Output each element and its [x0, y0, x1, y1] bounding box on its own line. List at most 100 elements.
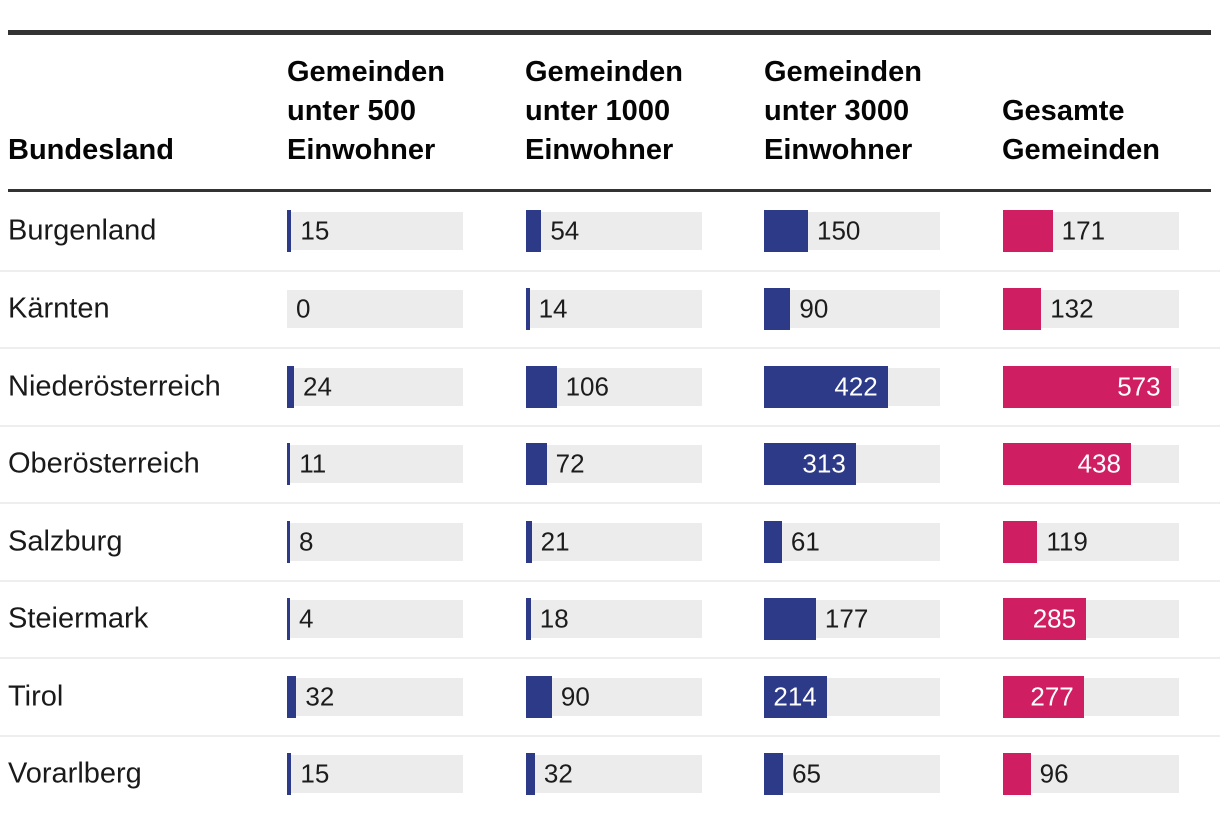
bar-cell: 150 — [764, 209, 940, 252]
bar-cell: 32 — [287, 675, 463, 718]
value-label: 14 — [538, 293, 568, 324]
table-body: Burgenland 15 54 150 171 Kärnten 0 14 90 132 Niede… — [0, 192, 1220, 812]
bar-cell: 285 — [1002, 598, 1179, 641]
value-label: 132 — [1050, 293, 1094, 324]
value-bar — [525, 288, 530, 331]
value-label: 24 — [303, 371, 332, 402]
value-bar — [287, 598, 290, 641]
bar-cell: 15 — [287, 209, 463, 252]
value-bar — [525, 365, 557, 408]
value-label: 171 — [1061, 215, 1106, 246]
bar-cell: 14 — [525, 288, 702, 331]
value-label: 15 — [300, 215, 330, 246]
column-header-unter-1000: Gemeinden unter 1000 Einwohner — [525, 56, 683, 166]
value-label: 106 — [565, 371, 609, 402]
top-rule — [8, 30, 1211, 35]
value-label: 0 — [296, 293, 311, 324]
value-label: 11 — [299, 448, 327, 479]
bundesland-label: Vorarlberg — [8, 757, 142, 790]
value-label: 150 — [817, 215, 861, 246]
table-row: Niederösterreich 24 106 422 573 — [0, 347, 1220, 425]
column-header-gesamt: Gesamte Gemeinden — [1002, 95, 1160, 166]
bar-cell: 313 — [764, 443, 940, 486]
value-bar — [764, 753, 784, 796]
column-header-unter-3000: Gemeinden unter 3000 Einwohner — [764, 56, 922, 166]
value-label: 90 — [560, 681, 590, 712]
value-bar — [287, 365, 295, 408]
bar-cell: 177 — [764, 598, 940, 641]
value-bar — [525, 675, 552, 718]
table-row: Steiermark 4 18 177 285 — [0, 579, 1220, 658]
bar-cell: 119 — [1002, 520, 1179, 563]
value-label: 32 — [543, 758, 573, 789]
value-label: 15 — [300, 758, 330, 789]
bar-cell: 90 — [764, 288, 940, 331]
value-label: 65 — [792, 758, 821, 789]
bar-cell: 32 — [525, 753, 702, 796]
bar-cell: 0 — [287, 290, 463, 329]
value-label: 72 — [555, 448, 585, 479]
value-label: 96 — [1039, 758, 1069, 789]
bar-cell: 54 — [525, 209, 702, 252]
value-label: 177 — [824, 603, 869, 634]
value-bar — [764, 520, 782, 563]
value-bar — [1002, 209, 1053, 252]
value-label: 438 — [1077, 448, 1121, 479]
column-header-unter-500: Gemeinden unter 500 Einwohner — [287, 56, 445, 166]
bar-cell: 96 — [1002, 753, 1179, 796]
value-bar — [1002, 288, 1042, 331]
value-bar — [287, 753, 292, 796]
value-bar — [525, 753, 535, 796]
bar-cell: 24 — [287, 365, 463, 408]
bar-cell: 171 — [1002, 209, 1179, 252]
bar-cell: 214 — [764, 675, 940, 718]
bundesland-label: Steiermark — [8, 602, 149, 635]
value-label: 61 — [790, 526, 820, 557]
value-bar: 438 — [1002, 443, 1131, 486]
value-bar — [287, 675, 297, 718]
value-bar: 277 — [1002, 675, 1084, 718]
value-bar — [525, 520, 532, 563]
bar-cell: 61 — [764, 520, 940, 563]
value-bar — [764, 209, 808, 252]
value-bar: 285 — [1002, 598, 1087, 641]
bar-cell: 90 — [525, 675, 702, 718]
value-bar — [764, 288, 791, 331]
table-row: Tirol 32 90 214 277 — [0, 657, 1220, 735]
value-bar — [1002, 753, 1031, 796]
value-label: 21 — [540, 526, 570, 557]
table-row: Vorarlberg 15 32 65 96 — [0, 734, 1220, 813]
value-bar — [287, 209, 292, 252]
value-bar: 573 — [1002, 365, 1171, 408]
table-row: Salzburg 8 21 61 119 — [0, 502, 1220, 580]
value-bar: 422 — [764, 365, 888, 408]
value-bar — [287, 443, 291, 486]
bundesland-label: Kärnten — [8, 292, 110, 325]
bar-cell: 422 — [764, 365, 940, 408]
bar-cell: 132 — [1002, 288, 1179, 331]
header-rule — [8, 189, 1211, 192]
value-bar: 214 — [764, 675, 827, 718]
value-label: 277 — [1030, 681, 1074, 712]
value-bar: 313 — [764, 443, 856, 486]
bundesland-label: Burgenland — [8, 214, 157, 247]
value-label: 8 — [299, 526, 314, 557]
bar-cell: 18 — [525, 598, 702, 641]
value-bar — [1002, 520, 1038, 563]
bar-cell: 277 — [1002, 675, 1179, 718]
table-row: Burgenland 15 54 150 171 — [0, 192, 1220, 270]
bundesland-label: Niederösterreich — [8, 370, 221, 403]
bar-cell: 21 — [525, 520, 702, 563]
value-label: 4 — [299, 603, 314, 634]
value-label: 313 — [802, 448, 846, 479]
value-bar — [525, 209, 542, 252]
value-label: 90 — [799, 293, 829, 324]
bundesland-label: Tirol — [8, 680, 64, 713]
value-label: 214 — [773, 681, 817, 712]
value-bar — [525, 443, 547, 486]
value-label: 54 — [550, 215, 580, 246]
value-bar — [764, 598, 816, 641]
bar-cell: 4 — [287, 598, 463, 641]
bar-cell: 72 — [525, 443, 702, 486]
